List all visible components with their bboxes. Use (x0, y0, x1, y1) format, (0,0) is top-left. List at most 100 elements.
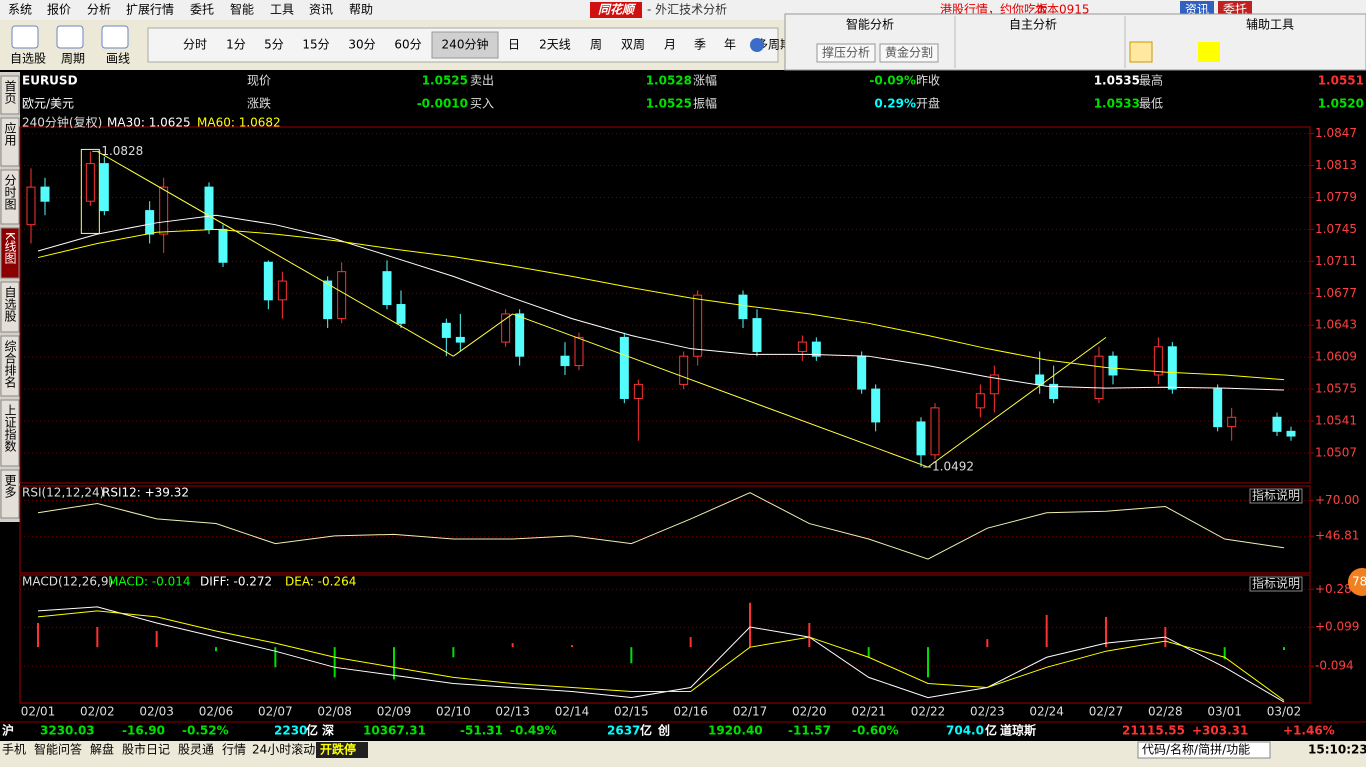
quote-value: 1.0525 (422, 74, 468, 88)
search-placeholder[interactable]: 代码/名称/简拼/功能 (1142, 742, 1250, 757)
menu-item[interactable]: 帮助 (349, 3, 373, 17)
help-button-bg[interactable] (1249, 576, 1303, 592)
quote-label: 涨跌 (247, 96, 271, 111)
menu-item[interactable]: 工具 (270, 3, 294, 17)
analysis-button-bg[interactable] (816, 43, 876, 63)
tool-label[interactable]: 周期 (61, 52, 85, 66)
color-swatch[interactable] (1198, 42, 1220, 62)
side-tab-label[interactable]: 自选股 (3, 286, 17, 323)
period-button[interactable]: 15分 (302, 38, 329, 52)
status-tab[interactable]: 手机 (2, 743, 26, 757)
analysis-tab[interactable]: 智能分析 (846, 17, 894, 32)
help-button[interactable]: 指标说明 (1252, 488, 1300, 503)
tool-label[interactable]: 画线 (106, 52, 130, 66)
candle-body (441, 322, 451, 338)
help-button[interactable]: 指标说明 (1252, 576, 1300, 591)
menu-item[interactable]: 资讯 (309, 3, 333, 17)
period-button[interactable]: 60分 (394, 38, 421, 52)
symbol: EURUSD (22, 74, 78, 88)
period-button[interactable]: 季 (694, 38, 706, 52)
period-button[interactable]: 多周期 (756, 38, 792, 52)
x-tick-label: 02/16 (673, 705, 708, 719)
status-tab[interactable]: 解盘 (90, 742, 114, 757)
ticker-item: -0.60% (852, 724, 899, 738)
select-tool[interactable] (1129, 41, 1153, 63)
tool-icon[interactable] (11, 25, 39, 49)
period-button[interactable]: 30分 (348, 38, 375, 52)
side-tab-label[interactable]: 上证指数 (3, 404, 17, 453)
status-tab[interactable]: 股灵通 (178, 743, 214, 757)
period-button[interactable]: 分时 (183, 38, 207, 52)
candle-body (1094, 355, 1104, 399)
period-button[interactable]: 年 (724, 38, 736, 52)
diff-line (37, 606, 1285, 703)
side-tab-label[interactable]: 首页 (3, 80, 17, 105)
period-button[interactable]: 240分钟 (442, 37, 489, 52)
analysis-button[interactable]: 撑压分析 (822, 45, 870, 60)
candle-body (1035, 374, 1045, 385)
period-button[interactable]: 月 (664, 38, 676, 52)
side-tab[interactable] (0, 117, 20, 167)
notice: 港股行情，约你吃饭 (940, 2, 1048, 17)
side-tab-label[interactable]: 分时图 (3, 174, 17, 210)
status-tab[interactable]: 行情 (222, 743, 246, 757)
badge[interactable] (1348, 568, 1366, 596)
period-button[interactable]: 1分 (226, 38, 246, 52)
panel-frame (19, 485, 1311, 574)
period-button[interactable]: 日 (508, 38, 520, 52)
tool-icon[interactable] (101, 25, 129, 49)
side-tab[interactable] (0, 169, 20, 225)
candle-body (515, 313, 525, 357)
analysis-button-bg[interactable] (879, 43, 939, 63)
period-button[interactable]: 周 (590, 38, 602, 52)
period-button[interactable]: 5分 (264, 38, 284, 52)
ticker-item: -16.90 (122, 724, 165, 738)
top-button[interactable]: 委托 (1223, 3, 1247, 17)
settings-icon[interactable] (750, 38, 764, 52)
side-tab[interactable] (0, 227, 20, 279)
side-tab-label[interactable]: 应用 (3, 121, 17, 147)
menu-item[interactable]: 智能 (230, 2, 254, 17)
status-tab[interactable]: 智能问答 (34, 742, 82, 757)
side-tab[interactable] (0, 281, 20, 333)
side-tab-label[interactable]: 更多 (3, 474, 17, 499)
candle-body (989, 374, 999, 395)
menu-item[interactable]: 扩展行情 (126, 3, 174, 17)
zigzag-segment (927, 337, 1107, 468)
analysis-tab[interactable]: 自主分析 (1009, 18, 1057, 32)
candle-body (337, 271, 347, 320)
analysis-tab[interactable]: 辅助工具 (1246, 18, 1294, 32)
ticker-item: 深 (322, 723, 334, 738)
menu-item[interactable]: 报价 (47, 2, 71, 17)
help-button-bg[interactable] (1249, 488, 1303, 504)
ticker-item: -0.52% (182, 724, 229, 738)
rsi-label: RSI(12,12,24) (22, 486, 104, 500)
alert-bg (316, 742, 368, 758)
badge-label[interactable]: 78 (1352, 575, 1366, 589)
quote-value: 1.0551 (1318, 74, 1364, 88)
candle-body (679, 355, 689, 385)
tool-icon[interactable] (56, 25, 84, 49)
side-tab-label[interactable]: K线图 (3, 232, 17, 264)
analysis-button[interactable]: 黄金分割 (885, 45, 933, 60)
status-tab[interactable]: 24小时滚动 (252, 742, 315, 757)
menu-item[interactable]: 系统 (8, 3, 32, 17)
side-tab[interactable] (0, 399, 20, 467)
quote-value: 1.0525 (646, 97, 692, 111)
side-tab-label[interactable]: 综合排名 (3, 340, 17, 388)
zigzag-segment (453, 313, 513, 357)
top-button[interactable]: 资讯 (1185, 3, 1209, 17)
side-tab[interactable] (0, 335, 20, 397)
period-button[interactable]: 2天线 (539, 38, 571, 52)
side-tab[interactable] (0, 75, 20, 115)
menu-item[interactable]: 分析 (87, 3, 111, 17)
tool-label[interactable]: 自选股 (10, 52, 46, 66)
menu-item[interactable]: 委托 (190, 3, 214, 17)
y-tick-label: 1.0507 (1315, 445, 1357, 459)
status-alert[interactable]: 开跌停 (320, 742, 356, 757)
side-tab[interactable] (0, 469, 20, 519)
status-tab[interactable]: 股市日记 (122, 742, 170, 757)
search-box[interactable] (1137, 741, 1271, 759)
user-name: 本本0915 (1035, 3, 1090, 17)
period-button[interactable]: 双周 (621, 38, 645, 52)
